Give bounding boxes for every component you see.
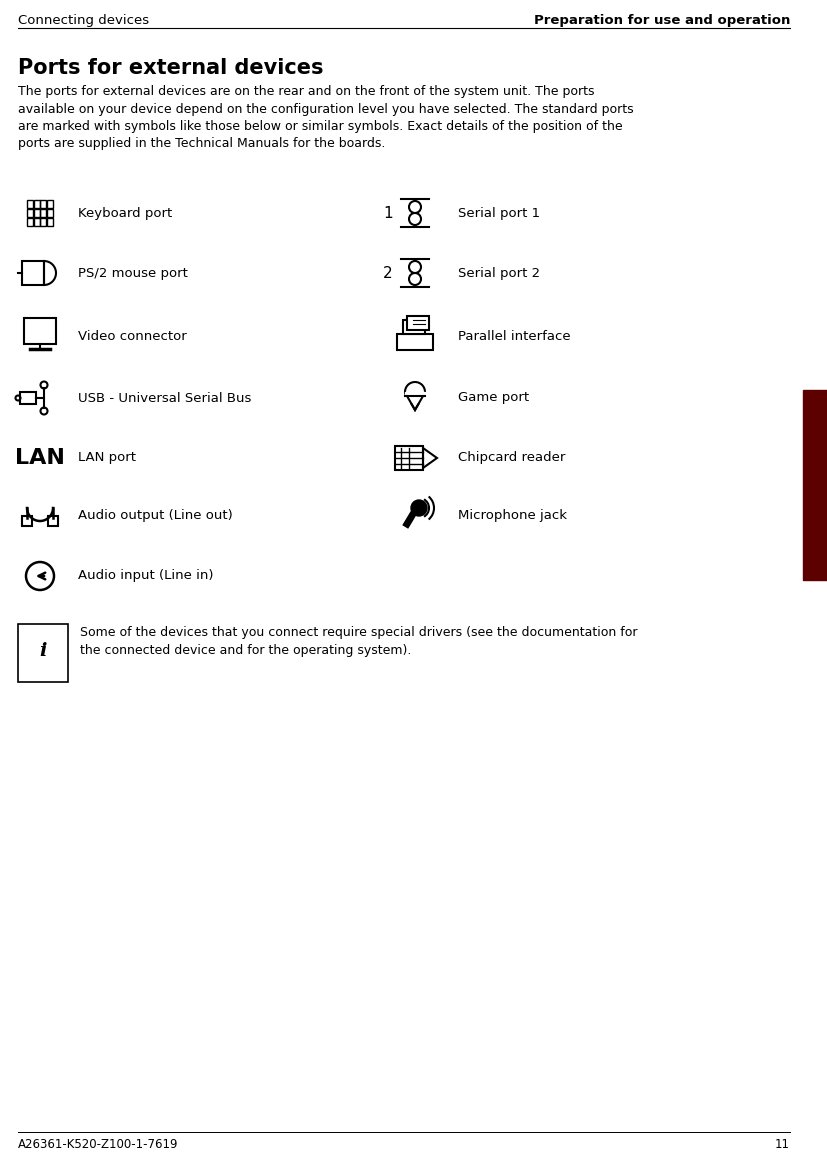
Bar [34, 200, 40, 208]
Text: Serial port 2: Serial port 2 [458, 267, 540, 280]
Text: Chipcard reader: Chipcard reader [458, 452, 566, 464]
Bar [27, 200, 33, 208]
Text: LAN: LAN [15, 448, 65, 468]
Bar [397, 334, 433, 350]
Text: Ports for external devices: Ports for external devices [18, 58, 323, 79]
Text: The ports for external devices are on the rear and on the front of the system un: The ports for external devices are on th… [18, 85, 633, 150]
Text: 1: 1 [384, 206, 393, 221]
Text: USB - Universal Serial Bus: USB - Universal Serial Bus [78, 392, 251, 404]
Bar [20, 392, 36, 404]
Text: Audio input (Line in): Audio input (Line in) [78, 569, 213, 582]
Bar [34, 209, 40, 217]
Bar [395, 446, 423, 470]
Bar [18, 624, 68, 681]
Bar [405, 392, 425, 402]
Bar [34, 217, 40, 225]
Text: 2: 2 [384, 266, 393, 281]
Text: Game port: Game port [458, 392, 529, 404]
Bar [407, 316, 429, 330]
Bar [41, 209, 46, 217]
Text: Connecting devices: Connecting devices [18, 14, 149, 27]
Text: Audio output (Line out): Audio output (Line out) [78, 509, 232, 522]
Text: Microphone jack: Microphone jack [458, 509, 567, 522]
Bar [22, 516, 32, 526]
Text: Parallel interface: Parallel interface [458, 329, 571, 343]
Text: Some of the devices that you connect require special drivers (see the documentat: Some of the devices that you connect req… [80, 626, 638, 657]
Text: i: i [40, 642, 46, 660]
Bar [41, 217, 46, 225]
Text: LAN port: LAN port [78, 452, 136, 464]
Bar [47, 209, 53, 217]
Text: A26361-K520-Z100-1-7619: A26361-K520-Z100-1-7619 [18, 1138, 179, 1152]
Text: Serial port 1: Serial port 1 [458, 207, 540, 219]
Bar [24, 318, 56, 344]
Text: Preparation for use and operation: Preparation for use and operation [533, 14, 790, 27]
Text: Video connector: Video connector [78, 329, 187, 343]
Bar [403, 320, 425, 334]
Bar [47, 200, 53, 208]
Bar [27, 217, 33, 225]
Bar [41, 200, 46, 208]
Bar [48, 516, 58, 526]
Text: 11: 11 [775, 1138, 790, 1152]
Circle shape [411, 500, 427, 516]
Bar [47, 217, 53, 225]
Bar [27, 209, 33, 217]
Text: PS/2 mouse port: PS/2 mouse port [78, 267, 188, 280]
Bar [22, 261, 44, 285]
Text: Keyboard port: Keyboard port [78, 207, 172, 219]
Bar [803, 390, 827, 580]
